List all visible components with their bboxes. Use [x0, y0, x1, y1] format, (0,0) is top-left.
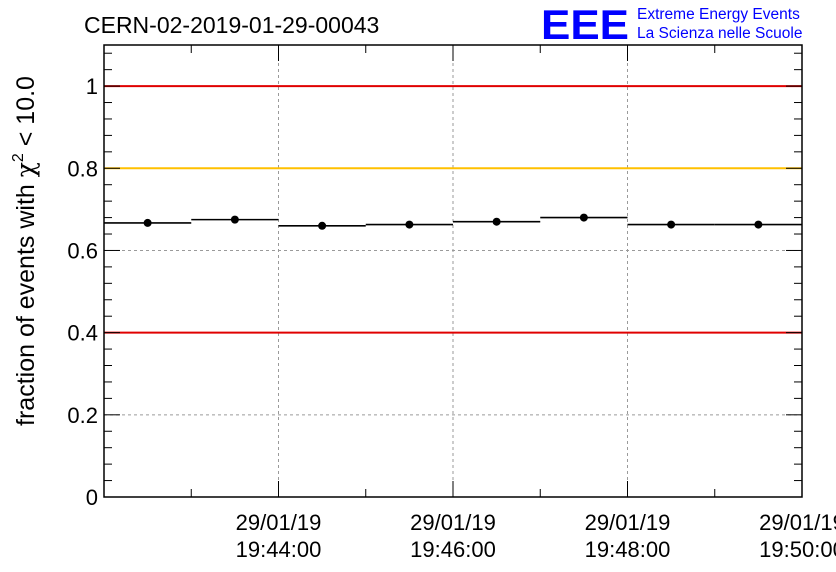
data-point [143, 218, 152, 227]
y-tick-label: 0.2 [67, 403, 98, 428]
data-point [579, 213, 588, 222]
x-tick-label-time: 19:46:00 [410, 537, 496, 562]
x-tick-label-time: 19:48:00 [585, 537, 671, 562]
data-point [405, 220, 414, 229]
grid-layer [104, 45, 802, 498]
data-point [318, 221, 327, 230]
x-tick-label-date: 29/01/19 [585, 510, 671, 535]
logo-line1: Extreme Energy Events [637, 6, 800, 23]
logo-letters: EEE [541, 1, 629, 48]
y-axis-label-symbol: χ [11, 162, 40, 177]
chart-title: CERN-02-2019-01-29-00043 [84, 12, 379, 38]
y-tick-label: 0 [86, 485, 98, 510]
y-tick-label: 0.4 [67, 321, 98, 346]
data-point [492, 217, 501, 226]
data-point [667, 220, 676, 229]
reference-lines [104, 85, 802, 334]
y-tick-label: 1 [86, 74, 98, 99]
x-tick-label-date: 29/01/19 [410, 510, 496, 535]
data-point [230, 215, 239, 224]
y-axis-label-exponent: 2 [10, 153, 27, 162]
tick-labels: 00.20.40.60.8129/01/1919:44:0029/01/1919… [67, 74, 836, 562]
x-tick-label-date: 29/01/19 [236, 510, 322, 535]
axis-ticks [104, 45, 803, 498]
data-series [104, 213, 802, 230]
y-tick-label: 0.6 [67, 238, 98, 263]
x-tick-label-date: 29/01/19 [759, 510, 836, 535]
y-axis-label: fraction of events with χ2 < 10.0 [10, 76, 40, 426]
x-tick-label-time: 19:50:00 [759, 537, 836, 562]
x-tick-label-time: 19:44:00 [236, 537, 322, 562]
y-axis-label-prefix: fraction of events with [12, 177, 40, 426]
data-point [754, 220, 763, 229]
y-tick-label: 0.8 [67, 156, 98, 181]
y-axis-label-suffix: < 10.0 [12, 76, 40, 153]
logo-line2: La Scienza nelle Scuole [637, 25, 802, 42]
eee-logo: EEE Extreme Energy Events La Scienza nel… [541, 1, 802, 48]
